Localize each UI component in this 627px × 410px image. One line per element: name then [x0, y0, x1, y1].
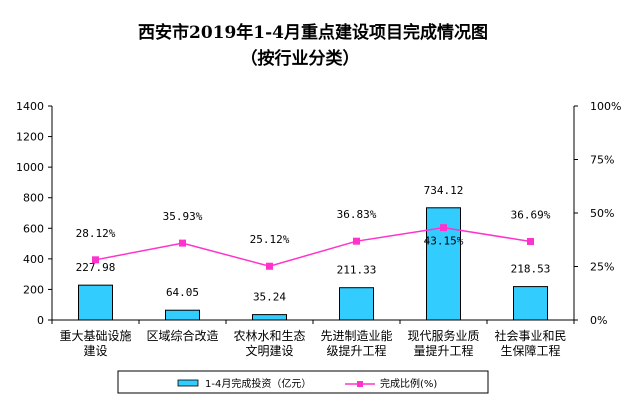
- bar: [165, 309, 200, 321]
- x-tick-label: 社会事业和民: [494, 328, 566, 343]
- y-left-tick-label: 1400: [16, 100, 44, 113]
- chart-subtitle: （按行业分类）: [241, 48, 360, 69]
- y-right-tick-label: 100%: [590, 100, 621, 113]
- legend: 1-4月完成投资（亿元） 完成比例(%): [117, 370, 489, 394]
- chart-title: 西安市2019年1-4月重点建设项目完成情况图: [138, 22, 488, 43]
- line-data-label: 28.12%: [76, 227, 116, 240]
- x-tick-label: 重大基础设施: [59, 329, 131, 343]
- line-point: [527, 237, 534, 245]
- x-tick-label: 生保障工程: [500, 343, 560, 358]
- x-tick-label: 文明建设: [245, 343, 293, 358]
- x-tick-label: 级提升工程: [326, 343, 386, 358]
- x-tick-label: 先进制造业能: [320, 329, 392, 343]
- line-data-label: 25.12%: [250, 233, 290, 246]
- line-point: [92, 256, 99, 264]
- bar: [339, 287, 374, 321]
- x-tick-label: 量提升工程: [413, 343, 473, 358]
- y-left-tick-label: 600: [23, 222, 44, 235]
- legend-line-marker: [357, 381, 363, 387]
- y-left-tick-label: 1000: [16, 161, 44, 174]
- line-point: [179, 239, 186, 247]
- x-tick-label: 建设: [83, 344, 107, 358]
- y-right-tick-label: 50%: [590, 207, 614, 220]
- x-tick-label: 区域综合改造: [146, 328, 218, 343]
- series-line: [95, 226, 531, 268]
- bar-data-label: 734.12: [424, 184, 464, 197]
- y-left-tick-label: 1200: [16, 131, 44, 144]
- y-right-tick-label: 75%: [590, 154, 614, 167]
- y-left-tick-label: 400: [23, 253, 44, 266]
- y-left-tick-label: 0: [37, 314, 44, 327]
- bar: [252, 314, 287, 321]
- line-data-label: 36.83%: [337, 208, 377, 221]
- legend-line-label: 完成比例(%): [380, 377, 437, 390]
- line-point: [353, 237, 360, 245]
- line-point: [440, 224, 447, 232]
- legend-box: [117, 370, 489, 394]
- line-data-label: 35.93%: [163, 210, 203, 223]
- bar-data-label: 35.24: [253, 291, 286, 304]
- x-tick-label: 农林水和生态: [233, 329, 305, 343]
- bar: [513, 286, 548, 321]
- line-data-label: 43.15%: [424, 235, 464, 248]
- y-right-tick-label: 25%: [590, 261, 614, 274]
- bar-data-label: 64.05: [166, 286, 199, 299]
- y-left-tick-label: 800: [23, 192, 44, 205]
- bar-data-label: 218.53: [511, 263, 551, 276]
- bar-data-label: 211.33: [337, 264, 377, 277]
- bar-data-label: 227.98: [76, 261, 116, 274]
- legend-bar-swatch: [177, 379, 199, 387]
- line-data-label: 36.69%: [511, 208, 551, 221]
- y-right-tick-label: 0%: [590, 314, 607, 327]
- bar: [78, 284, 113, 321]
- x-tick-label: 现代服务业质: [407, 328, 479, 343]
- line-point: [266, 262, 273, 270]
- y-left-tick-label: 200: [23, 283, 44, 296]
- legend-bar-label: 1-4月完成投资（亿元）: [205, 377, 311, 390]
